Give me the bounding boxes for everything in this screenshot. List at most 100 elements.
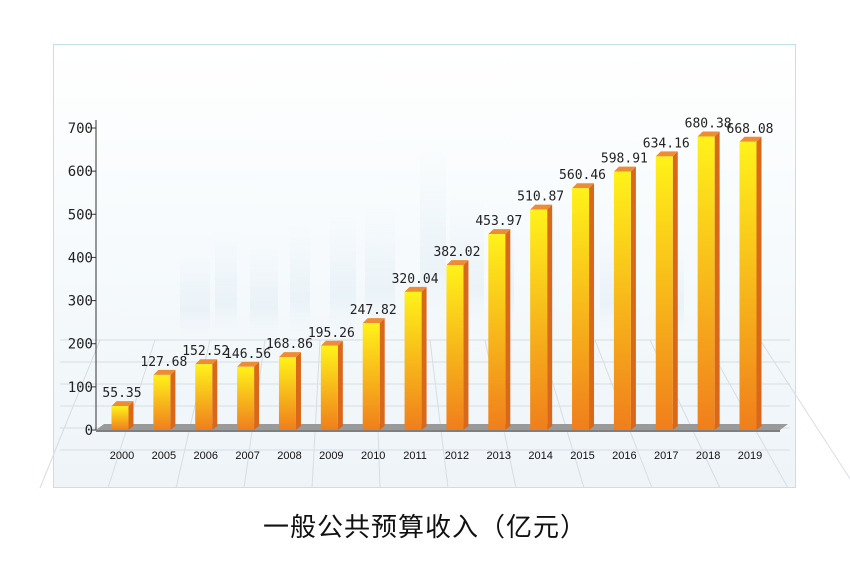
x-tick-label: 2007 [235, 450, 259, 462]
bar [278, 352, 301, 430]
value-label: 382.02 [433, 245, 480, 260]
bar-side [379, 318, 385, 430]
bar-side [714, 131, 720, 430]
bar-side [463, 260, 469, 430]
bar-cap [111, 401, 134, 407]
bar [613, 166, 636, 431]
floor-grid-line [759, 339, 850, 480]
y-tick-label: 100 [68, 380, 93, 396]
bar-side [630, 166, 636, 431]
bar-front [572, 188, 590, 430]
value-label: 247.82 [350, 303, 397, 318]
bar [446, 260, 469, 430]
bar-front [278, 357, 296, 430]
bar-front [488, 234, 506, 430]
bar-cap [404, 286, 427, 292]
bar-front [153, 374, 171, 430]
bar-cap [488, 229, 511, 235]
bar [362, 318, 385, 430]
value-label: 146.56 [224, 347, 271, 362]
floor-grid-line [39, 339, 101, 489]
value-label: 127.68 [140, 355, 187, 370]
value-label: 634.16 [643, 136, 690, 151]
bar [488, 229, 511, 430]
y-tick-label: 700 [68, 121, 93, 137]
bar [655, 151, 678, 430]
bar-front [613, 171, 631, 431]
bar-cap [446, 260, 469, 266]
bar-side [128, 401, 134, 430]
y-tick-label: 500 [68, 207, 93, 223]
x-tick-label: 2016 [612, 450, 636, 462]
city-skyline-background [180, 145, 684, 350]
y-axis: 0 100 200 300 400 500 600 700 [68, 120, 97, 439]
value-label: 598.91 [601, 152, 648, 167]
x-tick-label: 2015 [570, 450, 594, 462]
bar-cap [362, 318, 385, 324]
bar-cap [237, 361, 260, 367]
value-label: 680.38 [685, 116, 732, 131]
y-tick-label: 200 [68, 337, 93, 353]
bar-side [756, 136, 762, 431]
x-tick-label: 2000 [110, 450, 134, 462]
bar [237, 361, 260, 430]
bar-front [111, 406, 129, 430]
bar-side [295, 352, 301, 430]
x-tick-label: 2017 [654, 450, 678, 462]
value-label: 668.08 [727, 122, 774, 137]
bar-side [672, 151, 678, 430]
bar-side [547, 204, 553, 430]
bar-front [237, 366, 255, 430]
bar-cap [613, 166, 636, 172]
bar-cap [655, 151, 678, 157]
bar [572, 183, 595, 430]
bar-side [589, 183, 595, 430]
value-label: 453.97 [475, 214, 522, 229]
bar-side [505, 229, 511, 430]
bar [320, 340, 343, 430]
bar-cap [697, 131, 720, 137]
bar-side [170, 369, 176, 430]
bar-front [320, 345, 338, 430]
x-tick-label: 2013 [487, 450, 511, 462]
bar-side [212, 359, 218, 430]
base-front [96, 430, 780, 432]
x-tick-label: 2009 [319, 450, 343, 462]
value-label: 55.35 [102, 386, 141, 401]
bar-front [195, 364, 213, 430]
bar-side [337, 340, 343, 430]
x-tick-label: 2014 [528, 450, 552, 462]
bars [111, 131, 762, 431]
y-tick-label: 0 [85, 423, 93, 439]
y-tick-label: 300 [68, 294, 93, 310]
bar-front [530, 209, 548, 430]
x-tick-label: 2018 [696, 450, 720, 462]
bar [697, 131, 720, 430]
value-label: 152.52 [182, 344, 229, 359]
bar [404, 286, 427, 430]
x-tick-label: 2008 [277, 450, 301, 462]
x-tick-label: 2011 [403, 450, 427, 462]
y-tick-label: 400 [68, 250, 93, 266]
bar-cap [320, 340, 343, 346]
x-axis-labels: 2000 2005 2006 2007 2008 2009 2010 2011 2012 2013… [110, 450, 762, 462]
bar [153, 369, 176, 430]
value-label: 560.46 [559, 168, 606, 183]
value-label: 510.87 [517, 190, 564, 205]
bar-cap [530, 204, 553, 210]
bar-cap [153, 369, 176, 375]
value-label: 195.26 [308, 326, 355, 341]
bar-cap [572, 183, 595, 189]
bar-front [446, 265, 464, 430]
bar [530, 204, 553, 430]
x-tick-label: 2012 [445, 450, 469, 462]
bar-cap [739, 136, 762, 142]
bar-front [362, 323, 380, 430]
value-label: 168.86 [266, 337, 313, 352]
y-tick-label: 600 [68, 164, 93, 180]
bar-front [739, 141, 757, 431]
bar-side [421, 286, 427, 430]
floor-grid-line [429, 339, 449, 489]
bar-cap [195, 359, 218, 365]
